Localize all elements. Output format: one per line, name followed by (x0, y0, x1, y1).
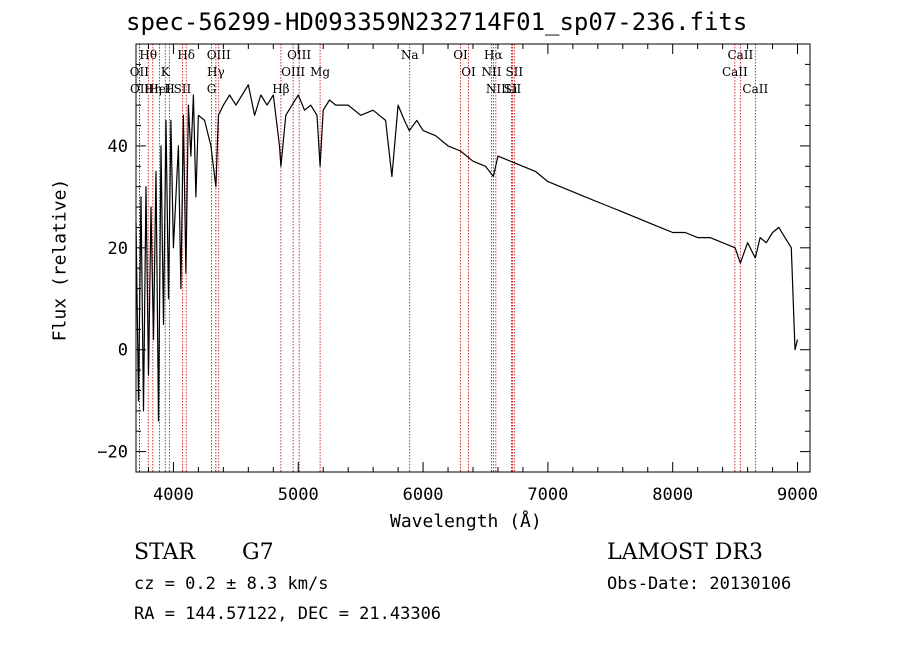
y-tick-label: 0 (118, 341, 128, 361)
x-tick-label: 4000 (153, 485, 194, 505)
line-markers (138, 44, 756, 472)
line-marker-label: SII (174, 82, 192, 96)
x-tick-label: 8000 (652, 485, 693, 505)
chart-title: spec-56299-HD093359N232714F01_sp07-236.f… (126, 8, 748, 36)
line-marker-label: OI (453, 48, 468, 62)
line-marker-label: Li (506, 82, 518, 96)
line-marker-label: CaII (722, 65, 748, 79)
marker-labels: HθOIIOIIHηKHeIHHδSIIOIIIHγGOIIIOIIIHβMgN… (130, 48, 769, 96)
line-marker-label: OIII (281, 65, 305, 79)
spectrum-line (135, 84, 799, 422)
line-marker-label: K (161, 65, 171, 79)
line-marker-label: G (207, 82, 217, 96)
redshift-cz: cz = 0.2 ± 8.3 km/s (134, 574, 329, 594)
survey-name: LAMOST DR3 (607, 540, 763, 565)
line-marker-label: Hγ (207, 65, 225, 79)
line-marker-label: Hβ (272, 82, 289, 96)
line-marker-label: Na (401, 48, 419, 62)
line-marker-label: OIII (287, 48, 311, 62)
x-tick-label: 9000 (777, 485, 818, 505)
line-marker-label: OII (130, 65, 150, 79)
line-marker-label: Hθ (139, 48, 157, 62)
y-tick-label: −20 (97, 443, 128, 463)
y-tick-label: 20 (108, 239, 128, 259)
line-marker-label: Hα (484, 48, 503, 62)
line-marker-label: Hδ (177, 48, 195, 62)
line-marker-label: H (164, 82, 174, 96)
object-class: STAR (134, 540, 195, 565)
coordinates: RA = 144.57122, DEC = 21.43306 (134, 604, 442, 624)
obs-date: Obs-Date: 20130106 (607, 574, 792, 594)
x-tick-label: 7000 (527, 485, 568, 505)
line-marker-label: OII (130, 82, 150, 96)
x-tick-label: 6000 (403, 485, 444, 505)
line-marker-label: Mg (310, 65, 330, 79)
x-axis-label: Wavelength (Å) (390, 511, 542, 532)
line-marker-label: Hη (144, 82, 162, 96)
line-marker-label: NII (486, 82, 506, 96)
x-tick-label: 5000 (278, 485, 319, 505)
line-marker-label: CaII (727, 48, 753, 62)
spectral-subclass: G7 (242, 540, 274, 565)
line-marker-label: SII (504, 82, 522, 96)
plot-frame (135, 43, 811, 473)
line-marker-label: OI (461, 65, 476, 79)
line-marker-label: CaII (742, 82, 768, 96)
y-tick-label: 40 (108, 137, 128, 157)
series-layer (135, 84, 799, 422)
axis-ticks: 4000 5000 6000 7000 8000 9000 −20 0 20 40 (97, 44, 818, 505)
line-marker-label: NII (481, 65, 501, 79)
line-marker-label: OIII (207, 48, 231, 62)
line-marker-label: HeI (148, 82, 171, 96)
y-axis-label: Flux (relative) (49, 178, 71, 342)
line-marker-label: SII (505, 65, 523, 79)
